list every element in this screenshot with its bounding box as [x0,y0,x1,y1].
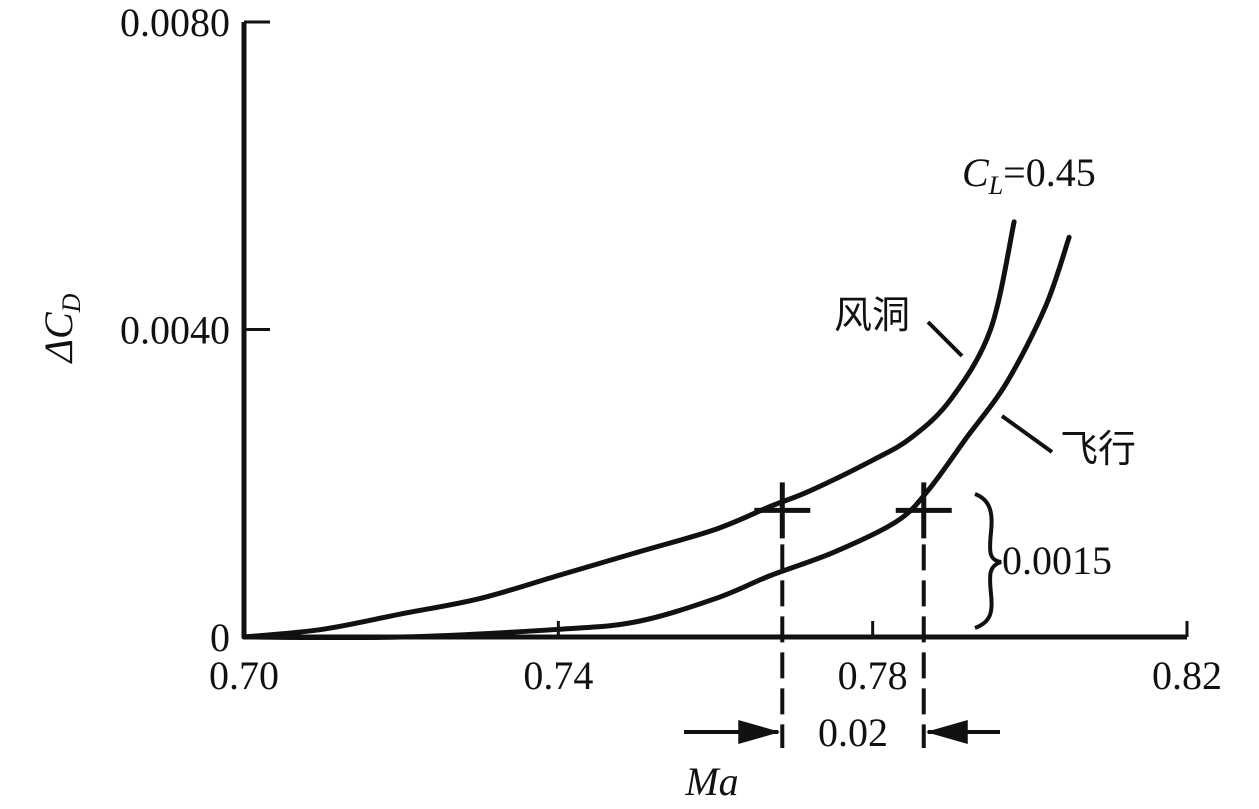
x-tick-label: 0.70 [209,653,279,698]
series-line-2 [241,234,1072,641]
cl-label: CL=0.45 [962,150,1096,200]
y-tick-label: 0.0040 [120,308,230,353]
series-label-wind-tunnel: 风洞 [834,293,910,337]
y-tick-label: 0.0080 [120,0,230,45]
curves [241,219,1072,641]
y-axis-title-main: ΔC [36,311,81,364]
y-axis-title-sub: D [57,293,86,313]
series-label-flight: 飞行 [1060,427,1136,471]
cl-label-value: =0.45 [1003,150,1096,195]
series-line-1 [241,219,1017,640]
leader-line-flight [1000,414,1054,454]
annotations: 0.02 0.0015 [684,492,1112,755]
cl-label-sub: L [988,171,1003,200]
markers [754,482,952,748]
x-axis-title: Ma [684,759,738,804]
cl-label-main: C [962,150,990,195]
dim-arrow-left-head [738,720,781,744]
dim-arrow-right-head [925,720,968,744]
leader-line-wind-tunnel [926,320,964,358]
x-tick-label: 0.74 [523,653,593,698]
x-tick-label: 0.82 [1152,653,1222,698]
y-axis-title: ΔCD [36,293,86,364]
y-tick-label: 0 [210,615,230,660]
axes: 0.70 0.74 0.78 0.82 0 0.0040 0.0080 [120,0,1222,698]
x-tick-label: 0.78 [838,653,908,698]
delta-cd-brace [974,492,1002,630]
delta-cd-label: 0.0015 [1002,538,1112,583]
delta-ma-label: 0.02 [818,710,888,755]
